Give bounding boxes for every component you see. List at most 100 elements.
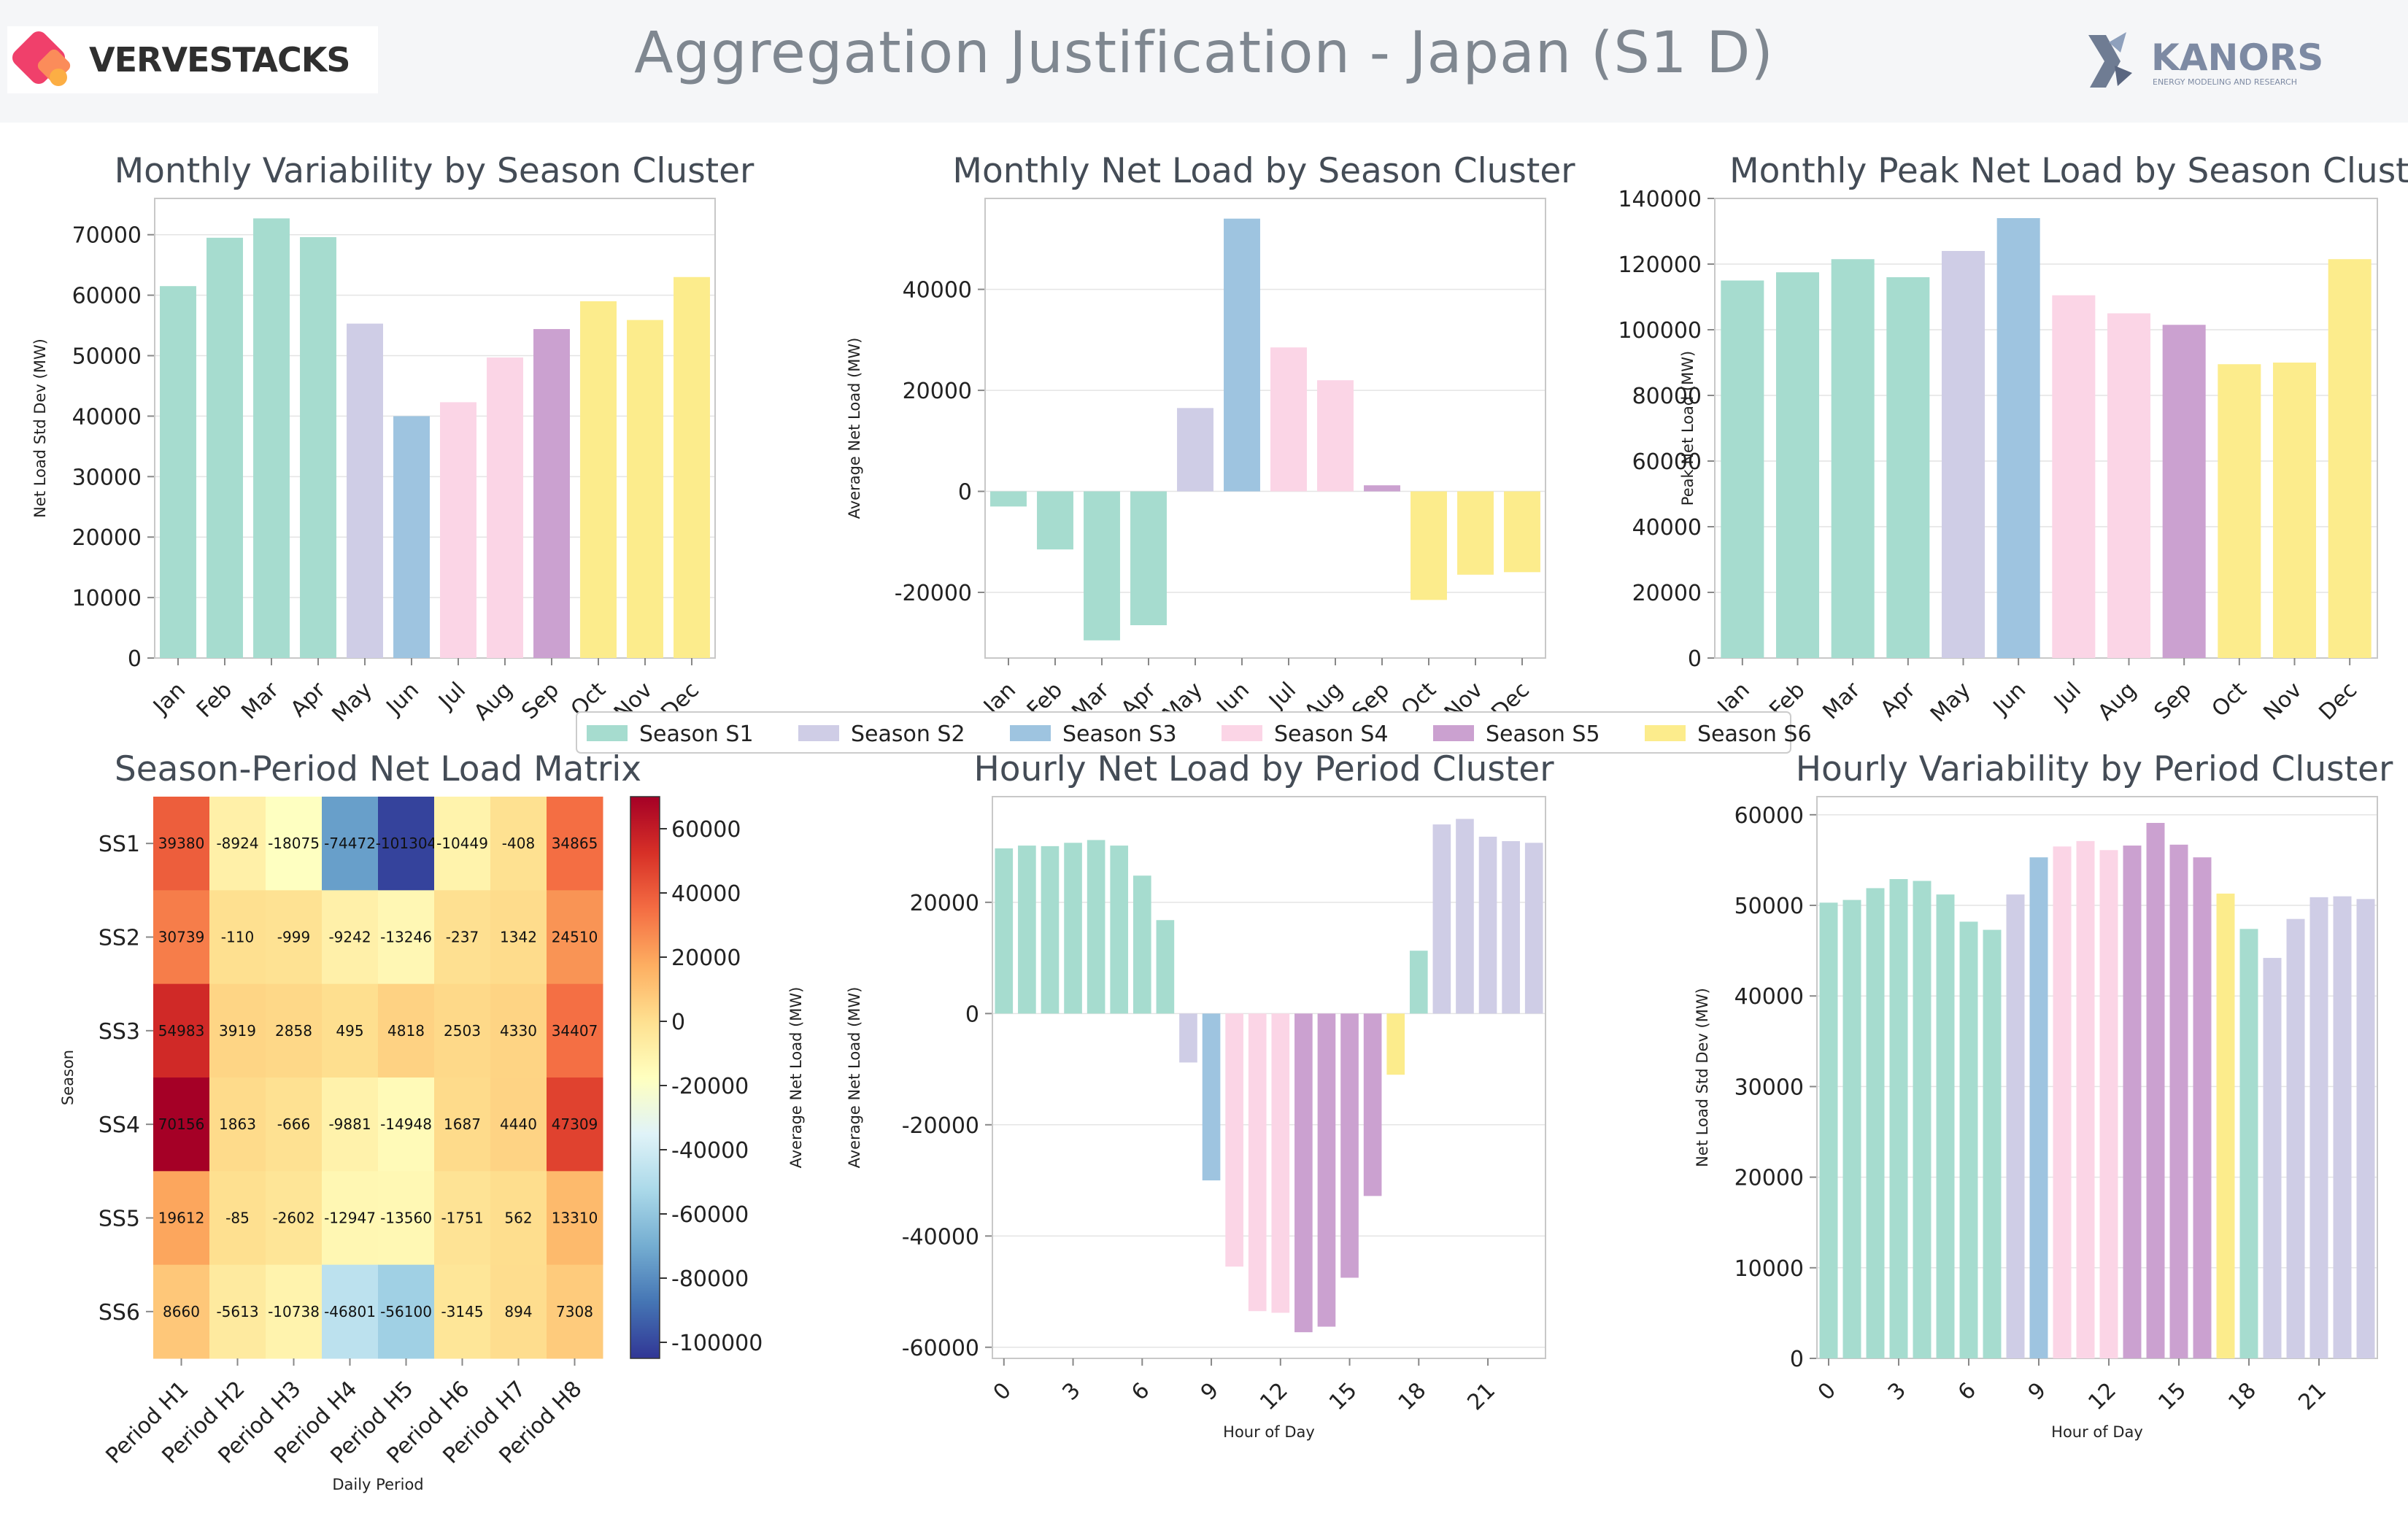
heatmap-cell (209, 1078, 266, 1172)
plot-frame (1714, 198, 2378, 659)
legend-label: Season S4 (1274, 721, 1389, 747)
heatmap-cell (434, 890, 491, 985)
bar-17 (1386, 1013, 1405, 1075)
bar-Nov (627, 320, 663, 658)
bar-14 (1317, 1013, 1336, 1327)
y-tick-label: 0 (965, 1002, 979, 1027)
y-tick-label: -20000 (902, 1113, 979, 1139)
heatmap-cell-value: -8924 (216, 835, 258, 852)
y-tick-label: 40000 (72, 404, 142, 430)
heatmap-cell-value: -101304 (376, 835, 437, 852)
x-tick-label: 6 (1127, 1377, 1154, 1405)
bar-12 (2099, 850, 2118, 1358)
x-tick-label: 18 (2223, 1377, 2261, 1415)
heatmap-cell-value: 1687 (444, 1115, 481, 1133)
bar-22 (2333, 896, 2352, 1358)
heatmap-cell (209, 1264, 266, 1359)
bar-Dec (1504, 491, 1540, 573)
bar-15 (1340, 1013, 1359, 1278)
heatmap-cell-value: 495 (336, 1022, 363, 1040)
heatmap-cell (378, 983, 435, 1078)
bar-Mar (1084, 491, 1120, 641)
bar-8 (2006, 894, 2025, 1358)
bar-Mar (253, 218, 290, 659)
bar-23 (1524, 843, 1543, 1014)
heatmap-cell-value: 13310 (552, 1210, 598, 1227)
heatmap-cell-value: 4330 (500, 1022, 537, 1040)
heatmap-cell-value: 562 (504, 1210, 532, 1227)
heatmap-cell (209, 797, 266, 891)
y-tick-label: 0 (958, 480, 972, 506)
bar-4 (1913, 881, 1932, 1358)
heatmap-cell (434, 983, 491, 1078)
heatmap-cell-value: 30739 (158, 929, 205, 946)
x-tick-label: 15 (2153, 1377, 2191, 1415)
x-tick-label: Jan (147, 677, 190, 720)
heatmap-cell (209, 983, 266, 1078)
heatmap-cell (434, 1171, 491, 1266)
x-tick-label: Nov (2258, 677, 2307, 725)
x-tick-label: 12 (1255, 1377, 1293, 1415)
y-tick-label: -20000 (895, 581, 972, 606)
kanors-logo: KANORS ENERGY MODELING AND RESEARCH (2080, 28, 2357, 93)
bar-12 (1271, 1013, 1290, 1313)
heatmap-cell (547, 983, 603, 1078)
y-tick-label: 50000 (72, 344, 142, 370)
heatmap-cell (266, 890, 323, 985)
bar-7 (1156, 920, 1175, 1014)
chart-title: Season-Period Net Load Matrix (115, 749, 641, 789)
bar-18 (2239, 929, 2258, 1358)
bar-Jul (2052, 295, 2096, 658)
heatmap-cell-value: -237 (446, 929, 479, 946)
y-axis-label: Average Net Load (MW) (846, 338, 863, 519)
bar-0 (995, 848, 1014, 1014)
bar-3 (1889, 879, 1908, 1358)
heatmap-cell-value: -13246 (380, 929, 432, 946)
heatmap-cell (209, 1171, 266, 1266)
y-tick-label: 10000 (1734, 1256, 1804, 1282)
heatmap-cell-value: -10449 (436, 835, 488, 852)
colorbar-tick-label: -100000 (671, 1331, 763, 1356)
heatmap-cell (322, 1264, 379, 1359)
heatmap-cell (322, 1171, 379, 1266)
heatmap-cell-value: -74472 (324, 835, 376, 852)
heatmap-cell (547, 1264, 603, 1359)
heatmap-cell (378, 1264, 435, 1359)
plot-frame (1816, 796, 2378, 1359)
bar-14 (2146, 823, 2165, 1358)
heatmap-cell-value: -14948 (380, 1115, 432, 1133)
y-axis-label: Peak Net Load (MW) (1679, 351, 1697, 506)
row-label: SS5 (99, 1207, 140, 1232)
legend-box (576, 711, 1791, 754)
vervestacks-logo-mark (12, 31, 71, 86)
x-tick-label: 0 (1813, 1377, 1841, 1405)
heatmap-cell-value: 4440 (500, 1115, 537, 1133)
x-tick-label: 15 (1324, 1377, 1362, 1415)
heatmap-cell-value: 2503 (444, 1022, 481, 1040)
heatmap-cell (378, 797, 435, 891)
bar-2 (1041, 846, 1060, 1014)
y-axis-label: Season (59, 1050, 77, 1105)
bar-16 (1363, 1013, 1382, 1196)
bar-11 (1248, 1013, 1267, 1312)
y-axis-label: Average Net Load (MW) (846, 987, 863, 1169)
colorbar-tick-label: 20000 (671, 945, 741, 971)
heatmap-cell (547, 1171, 603, 1266)
bar-11 (2076, 840, 2095, 1358)
x-tick-label: Aug (2093, 677, 2141, 725)
bar-Aug (1317, 380, 1354, 492)
x-tick-label: 6 (1953, 1377, 1981, 1405)
bar-10 (1225, 1013, 1243, 1267)
y-tick-label: 60000 (1632, 449, 1702, 475)
heatmap-cell (266, 1171, 323, 1266)
heatmap-cell (490, 1264, 547, 1359)
heatmap-cell (209, 890, 266, 985)
bar-Aug (2107, 313, 2151, 658)
heatmap-cell (434, 1264, 491, 1359)
bar-19 (2263, 958, 2282, 1358)
heatmap-cell (547, 797, 603, 891)
heatmap-cell-value: -46801 (324, 1303, 376, 1320)
heatmap-cell (547, 890, 603, 985)
colorbar-tick-label: -20000 (671, 1074, 749, 1099)
